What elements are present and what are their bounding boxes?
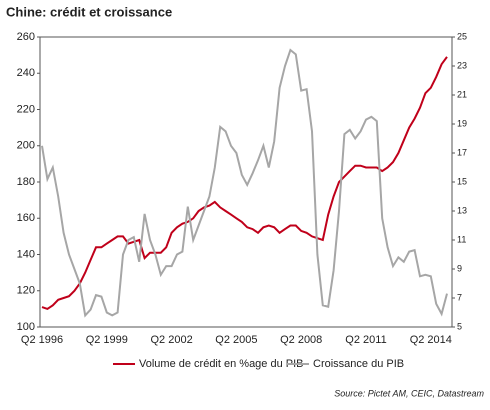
y-tick-label: 160 bbox=[17, 212, 35, 224]
series-line bbox=[41, 56, 448, 311]
y2-tick-label: 13 bbox=[457, 205, 467, 215]
x-tick-label: Q2 1999 bbox=[86, 334, 128, 346]
source: Source: Pictet AM, CEIC, Datastream bbox=[334, 388, 484, 398]
x-tick-label: Q2 2014 bbox=[410, 334, 452, 346]
series-line bbox=[41, 48, 448, 318]
y2-tick-label: 23 bbox=[457, 60, 467, 70]
y-tick-label: 220 bbox=[17, 103, 35, 115]
y2-tick-label: 17 bbox=[457, 147, 467, 157]
y2-tick-label: 25 bbox=[457, 31, 467, 41]
y2-tick-label: 7 bbox=[457, 292, 462, 302]
y-tick-label: 140 bbox=[17, 248, 35, 260]
y2-tick-label: 19 bbox=[457, 118, 467, 128]
y-tick-label: 100 bbox=[17, 321, 35, 333]
x-tick-label: Q2 2011 bbox=[345, 334, 386, 346]
y2-tick-label: 15 bbox=[457, 176, 467, 186]
y2-tick-label: 21 bbox=[457, 89, 467, 99]
x-tick-label: Q2 1996 bbox=[21, 334, 63, 346]
legend-label: Volume de crédit en %age du PIB bbox=[139, 358, 304, 370]
y2-tick-label: 11 bbox=[457, 234, 466, 244]
y2-tick-label: 9 bbox=[457, 263, 462, 273]
y-tick-label: 200 bbox=[17, 140, 35, 152]
x-tick-label: Q2 2005 bbox=[215, 334, 257, 346]
x-tick-label: Q2 2002 bbox=[150, 334, 192, 346]
legend-label: Croissance du PIB bbox=[313, 358, 404, 370]
y2-tick-label: 5 bbox=[457, 321, 462, 331]
y-tick-label: 260 bbox=[17, 31, 35, 43]
y-tick-label: 180 bbox=[17, 176, 35, 188]
chart-title: Chine: crédit et croissance bbox=[6, 4, 172, 19]
x-tick-label: Q2 2008 bbox=[280, 334, 322, 346]
y-tick-label: 120 bbox=[17, 285, 35, 297]
y-tick-label: 240 bbox=[17, 67, 35, 79]
